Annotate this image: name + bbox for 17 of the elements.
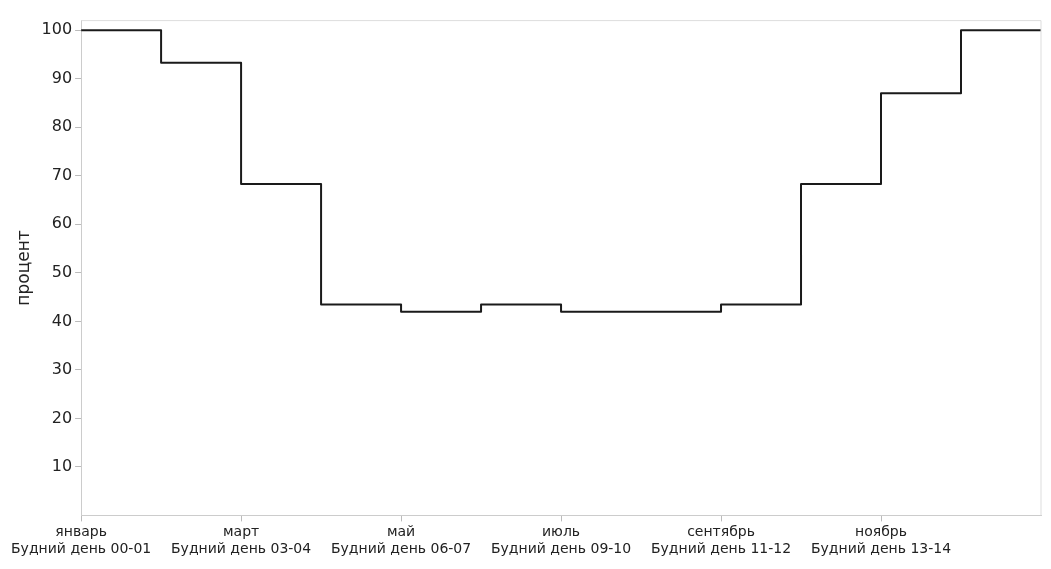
x-tick-label: март Будний день 03-04 xyxy=(170,523,312,557)
x-tick-label: ноябрь Будний день 13-14 xyxy=(810,523,952,557)
y-tick-label: 70 xyxy=(51,164,73,184)
y-tick-label: 30 xyxy=(51,359,73,379)
y-tick-label: 80 xyxy=(51,116,73,136)
y-tick-label: 60 xyxy=(51,213,73,233)
y-tick-label: 40 xyxy=(51,310,73,330)
x-tick-label: июль Будний день 09-10 xyxy=(490,523,632,557)
y-tick-label: 90 xyxy=(51,67,73,87)
y-tick-label: 20 xyxy=(51,407,73,427)
x-tick-label: сентябрь Будний день 11-12 xyxy=(650,523,792,557)
y-tick-label: 50 xyxy=(51,262,73,282)
x-tick-label: май Будний день 06-07 xyxy=(330,523,472,557)
x-tick-label: январь Будний день 00-01 xyxy=(11,523,152,557)
y-axis-title: процент xyxy=(12,230,33,306)
y-tick-label: 10 xyxy=(51,456,73,476)
y-tick-label: 100 xyxy=(41,19,73,39)
